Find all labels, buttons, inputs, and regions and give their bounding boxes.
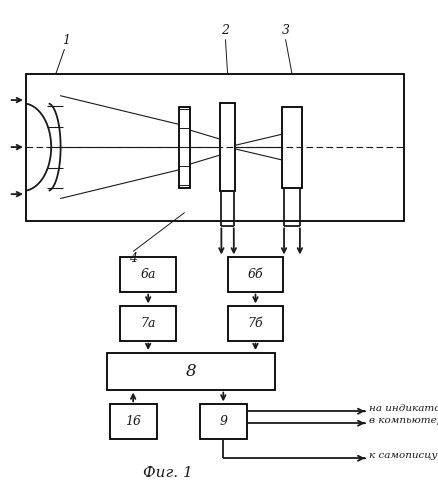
- Text: 4: 4: [129, 252, 137, 266]
- Text: 6б: 6б: [247, 268, 263, 281]
- Text: 8: 8: [186, 363, 196, 380]
- Text: 2: 2: [222, 24, 230, 37]
- Text: 9: 9: [219, 415, 227, 428]
- Text: 3: 3: [282, 24, 290, 37]
- Bar: [120, 258, 176, 292]
- Bar: [220, 103, 235, 191]
- Text: Фиг. 1: Фиг. 1: [143, 466, 192, 480]
- Bar: [228, 306, 283, 340]
- Bar: [283, 106, 302, 188]
- Text: 16: 16: [125, 415, 141, 428]
- Text: 7а: 7а: [141, 317, 156, 330]
- Text: 6а: 6а: [141, 268, 156, 281]
- Text: 1: 1: [63, 34, 71, 46]
- Bar: [26, 74, 403, 221]
- Text: 7б: 7б: [247, 317, 263, 330]
- Text: к самописцу: к самописцу: [369, 452, 438, 460]
- Bar: [107, 353, 275, 390]
- Bar: [228, 258, 283, 292]
- Text: на индикатор: на индикатор: [369, 404, 438, 413]
- Bar: [179, 106, 190, 188]
- Bar: [120, 306, 176, 340]
- Text: в компьютер: в компьютер: [369, 416, 438, 426]
- Bar: [200, 404, 247, 438]
- Bar: [110, 404, 157, 438]
